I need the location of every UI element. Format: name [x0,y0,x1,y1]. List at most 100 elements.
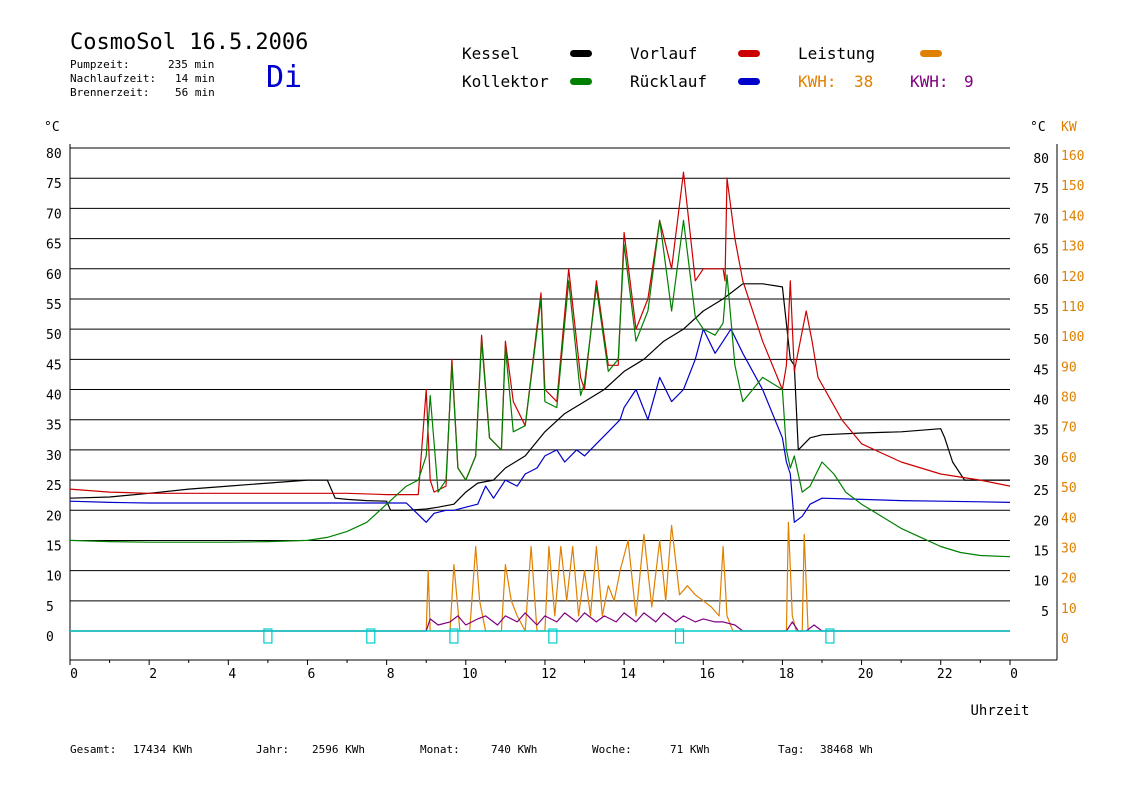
y-tick-right: 30 [1033,454,1049,469]
y-tick-right: 15 [1033,544,1049,559]
x-tick-label: 18 [779,667,795,682]
y-tick-left: 35 [46,419,62,434]
y-tick-right: 40 [1033,394,1049,409]
x-tick-label: 6 [308,667,316,682]
y-tick-right: 45 [1033,363,1049,378]
pump-marker [825,628,835,644]
y-tick-right: 75 [1033,182,1049,197]
legend-vorlauf-label: Vorlauf [630,44,698,63]
y-tick-power: 150 [1061,179,1084,194]
y-tick-left: 0 [46,630,54,645]
y-tick-left: 75 [46,177,62,192]
stat-brennerzeit-label: Brennerzeit: [70,86,150,99]
y-tick-power: 120 [1061,270,1084,285]
legend-kwh-purple-value: 9 [964,72,974,91]
y-tick-power: 160 [1061,149,1084,164]
y-axis-right-unit: °C [1030,120,1046,135]
x-tick-label: 0 [70,667,78,682]
x-tick-label: 4 [228,667,236,682]
page-title: CosmoSol 16.5.2006 [70,30,309,55]
legend-kwh-orange-label: KWH: [798,72,837,91]
footer-jahr-label: Jahr: [256,743,290,756]
legend-kollektor-swatch [570,78,592,85]
y-tick-power: 30 [1061,541,1077,556]
y-tick-left: 10 [46,570,62,585]
y-tick-right: 10 [1033,575,1049,590]
y-tick-right: 60 [1033,273,1049,288]
footer-woche-value: 71 KWh [670,743,710,756]
x-tick-label: 14 [620,667,636,682]
y-tick-right: 50 [1033,333,1049,348]
y-axis-power-unit: KW [1061,120,1077,135]
y-tick-power: 10 [1061,602,1077,617]
stat-nachlaufzeit-label: Nachlaufzeit: [70,72,157,85]
y-tick-power: 50 [1061,481,1077,496]
label-layer: 0510152025303540455055606570758051015202… [46,147,1084,682]
series-leistung [70,521,1010,632]
series-layer [69,171,1011,644]
y-tick-power: 140 [1061,209,1084,224]
y-axis-left-unit: °C [44,120,60,135]
x-tick-label: 20 [858,667,874,682]
y-tick-left: 5 [46,600,54,615]
footer-monat-label: Monat: [420,743,460,756]
y-tick-right: 70 [1033,212,1049,227]
y-tick-left: 70 [46,207,62,222]
y-tick-power: 20 [1061,572,1077,587]
series-kwh-9 [70,612,1010,632]
legend-kollektor-label: Kollektor [462,72,549,91]
grid-layer [70,147,1010,602]
y-tick-left: 25 [46,479,62,494]
y-tick-left: 30 [46,449,62,464]
pump-marker [449,628,459,644]
legend-leistung-swatch [920,50,942,57]
legend-kwh-purple-label: KWH: [910,72,949,91]
series-kessel [69,283,1010,511]
y-tick-left: 20 [46,509,62,524]
axis-layer [69,144,1058,665]
y-tick-power: 130 [1061,240,1084,255]
y-tick-left: 15 [46,539,62,554]
footer-gesamt-value: 17434 KWh [133,743,193,756]
pump-marker [674,628,685,644]
y-tick-right: 20 [1033,514,1049,529]
weekday-label: Di [266,60,303,95]
x-tick-label: 12 [541,667,557,682]
series-kollektor [69,219,1011,558]
y-tick-power: 110 [1061,300,1084,315]
footer-woche-label: Woche: [592,743,632,756]
y-tick-right: 35 [1033,424,1049,439]
legend-ruecklauf-swatch [738,78,760,85]
footer-gesamt-label: Gesamt: [70,743,117,756]
x-tick-label: 16 [699,667,715,682]
y-tick-power: 70 [1061,421,1077,436]
series-vorlauf [69,171,1011,496]
legend-vorlauf-swatch [738,50,760,57]
pump-marker [263,628,273,644]
legend-ruecklauf-label: Rücklauf [630,72,708,91]
y-tick-left: 40 [46,389,62,404]
x-tick-label: 22 [937,667,953,682]
y-tick-power: 40 [1061,511,1077,526]
y-tick-right: 5 [1041,605,1049,620]
y-tick-right: 65 [1033,243,1049,258]
pump-marker [366,628,376,644]
footer-tag-label: Tag: [778,743,805,756]
y-tick-power: 60 [1061,451,1077,466]
x-axis-label: Uhrzeit [970,703,1029,719]
legend-kessel-swatch [570,50,592,57]
legend-kessel-label: Kessel [462,44,520,63]
stat-pumpzeit-label: Pumpzeit: [70,58,130,71]
y-tick-right: 55 [1033,303,1049,318]
x-tick-label: 2 [149,667,157,682]
stat-brennerzeit-value: 56 min [175,86,215,99]
x-tick-label: 10 [462,667,478,682]
stat-nachlaufzeit-value: 14 min [175,72,215,85]
pump-marker [548,628,558,644]
y-tick-power: 90 [1061,360,1077,375]
x-tick-label: 8 [387,667,395,682]
series-r-cklauf [69,328,1011,523]
y-tick-left: 80 [46,147,62,162]
y-tick-left: 55 [46,298,62,313]
